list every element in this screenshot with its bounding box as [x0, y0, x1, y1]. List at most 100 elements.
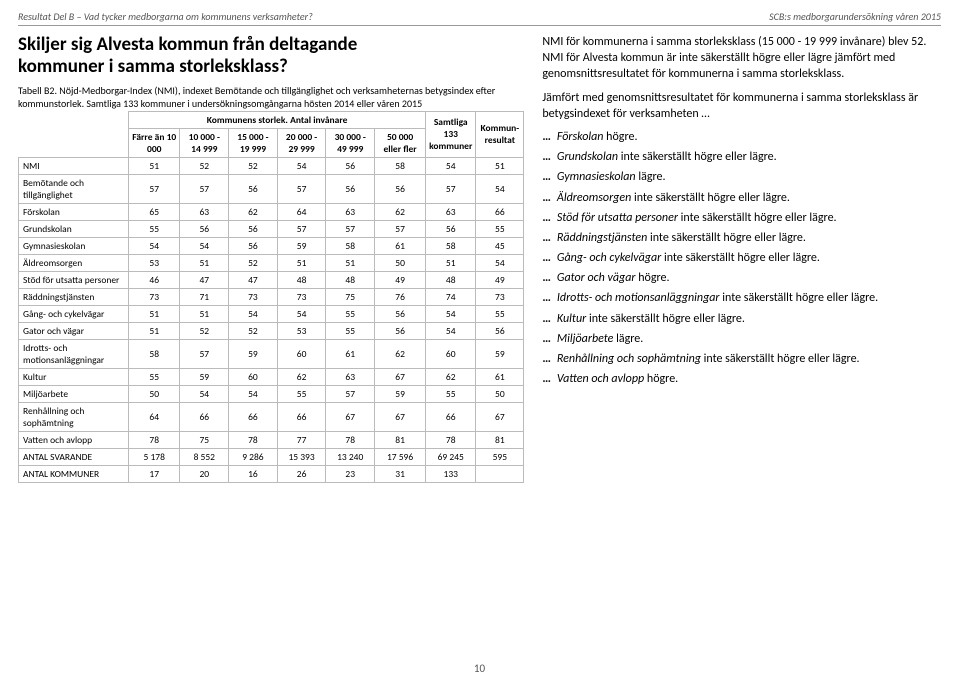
topbar-right: SCB:s medborgarundersökning våren 2015 [769, 10, 941, 23]
table-cell: 17 596 [375, 448, 426, 465]
table-cell: 64 [277, 203, 326, 220]
col-header-0: Färre än 10 000 [129, 128, 180, 157]
table-cell: 62 [426, 368, 476, 385]
table-cell: 56 [375, 174, 426, 203]
table-cell: 67 [326, 402, 375, 431]
bullet-text: Idrotts- och motionsanläggningar inte sä… [557, 290, 878, 306]
table-cell: 48 [426, 271, 476, 288]
table-cell: 51 [476, 157, 524, 174]
col-header-5: 50 000 eller fler [375, 128, 426, 157]
bullet-list: Förskolan högre.Grundskolan inte säkerst… [542, 129, 941, 387]
col-header-samtliga: Samtliga 133 kommuner [426, 111, 476, 157]
bullet-item: Gång- och cykelvägar inte säkerställt hö… [542, 250, 941, 266]
table-cell: 69 245 [426, 448, 476, 465]
blank-corner [19, 111, 129, 128]
table-cell: 66 [229, 402, 278, 431]
table-cell: 13 240 [326, 448, 375, 465]
table-cell: 60 [426, 339, 476, 368]
table-cell: 48 [277, 271, 326, 288]
row-label: Gång- och cykelvägar [19, 305, 129, 322]
table-cell: 61 [326, 339, 375, 368]
bullet-text: Vatten och avlopp högre. [557, 371, 678, 387]
table-cell: 54 [229, 305, 278, 322]
bullet-prefix [542, 190, 551, 206]
table-row: Renhållning och sophämtning6466666667676… [19, 402, 524, 431]
row-label: Miljöarbete [19, 385, 129, 402]
bullet-label: Renhållning och sophämtning [557, 352, 701, 366]
table-cell: 23 [326, 465, 375, 482]
table-cell: 56 [476, 322, 524, 339]
table-body: NMI5152525456585451Bemötande och tillgän… [19, 157, 524, 482]
bullet-item: Idrotts- och motionsanläggningar inte sä… [542, 290, 941, 306]
bullet-label: Stöd för utsatta personer [557, 211, 678, 225]
bullet-label: Gator och vägar [557, 271, 636, 285]
table-cell: 73 [229, 288, 278, 305]
table-cell: 63 [326, 203, 375, 220]
table-cell: 55 [326, 305, 375, 322]
table-cell: 31 [375, 465, 426, 482]
table-cell: 133 [426, 465, 476, 482]
table-cell: 61 [476, 368, 524, 385]
table-cell: 58 [326, 237, 375, 254]
table-cell: 57 [277, 174, 326, 203]
bullet-prefix [542, 210, 551, 226]
bullet-item: Gymnasieskolan lägre. [542, 169, 941, 185]
table-cell: 55 [129, 368, 180, 385]
row-label: NMI [19, 157, 129, 174]
table-row: Stöd för utsatta personer464747484849484… [19, 271, 524, 288]
table-cell: 51 [277, 254, 326, 271]
table-cell: 56 [229, 237, 278, 254]
table-cell: 52 [229, 254, 278, 271]
table-cell: 62 [277, 368, 326, 385]
table-cell: 58 [426, 237, 476, 254]
bullet-prefix [542, 371, 551, 387]
bullet-label: Grundskolan [557, 150, 618, 164]
table-cell: 56 [375, 322, 426, 339]
data-table: Kommunens storlek. Antal invånare Samtli… [18, 111, 524, 483]
table-cell: 45 [476, 237, 524, 254]
table-row: Räddningstjänsten7371737375767473 [19, 288, 524, 305]
table-cell: 55 [426, 385, 476, 402]
table-cell: 55 [476, 305, 524, 322]
page-number: 10 [0, 662, 959, 675]
row-label: ANTAL SVARANDE [19, 448, 129, 465]
bullet-item: Äldreomsorgen inte säkerställt högre ell… [542, 190, 941, 206]
bullet-label: Miljöarbete [557, 332, 614, 346]
bullet-item: Renhållning och sophämtning inte säkerst… [542, 351, 941, 367]
bullet-label: Förskolan [557, 130, 604, 144]
table-cell: 56 [375, 305, 426, 322]
table-cell: 57 [375, 220, 426, 237]
super-header: Kommunens storlek. Antal invånare [129, 111, 426, 128]
table-cell: 54 [277, 305, 326, 322]
table-cell: 57 [129, 174, 180, 203]
bullet-prefix [542, 149, 551, 165]
bullet-item: Förskolan högre. [542, 129, 941, 145]
table-cell: 5 178 [129, 448, 180, 465]
table-cell: 59 [277, 237, 326, 254]
row-label: Gymnasieskolan [19, 237, 129, 254]
table-cell: 47 [229, 271, 278, 288]
table-cell: 54 [476, 254, 524, 271]
row-label: Äldreomsorgen [19, 254, 129, 271]
table-cell: 56 [426, 220, 476, 237]
table-row: Grundskolan5556565757575655 [19, 220, 524, 237]
table-row: Kultur5559606263676261 [19, 368, 524, 385]
table-cell: 63 [426, 203, 476, 220]
bullet-text: Gång- och cykelvägar inte säkerställt hö… [557, 250, 820, 266]
table-cell: 56 [229, 174, 278, 203]
table-row: NMI5152525456585451 [19, 157, 524, 174]
table-cell: 52 [180, 322, 229, 339]
bullet-text: Förskolan högre. [557, 129, 638, 145]
table-cell: 50 [129, 385, 180, 402]
table-cell: 16 [229, 465, 278, 482]
table-cell: 56 [180, 220, 229, 237]
table-cell: 74 [426, 288, 476, 305]
table-cell: 66 [476, 203, 524, 220]
table-cell: 58 [375, 157, 426, 174]
row-label: Idrotts- och motionsanläggningar [19, 339, 129, 368]
table-cell: 57 [326, 385, 375, 402]
bullet-label: Kultur [557, 312, 586, 326]
bullet-text: Kultur inte säkerställt högre eller lägr… [557, 311, 745, 327]
row-label: Vatten och avlopp [19, 431, 129, 448]
table-cell: 52 [229, 322, 278, 339]
